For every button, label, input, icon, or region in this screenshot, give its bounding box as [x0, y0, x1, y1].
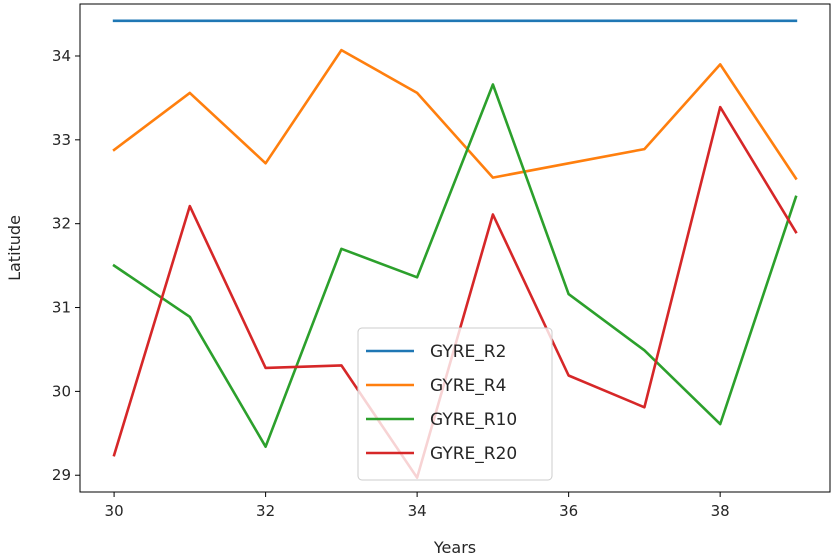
y-tick-label: 33: [52, 131, 71, 149]
x-tick-label: 32: [256, 502, 275, 520]
x-tick-label: 34: [408, 502, 427, 520]
y-tick-label: 34: [52, 47, 71, 65]
series-line-gyre-r10: [112, 83, 798, 449]
y-tick-label: 30: [52, 382, 71, 400]
plot-frame: [79, 3, 831, 493]
x-tick-label: 30: [105, 502, 124, 520]
x-tick-label: 36: [559, 502, 578, 520]
x-axis-label: Years: [433, 538, 476, 557]
y-tick-label: 32: [52, 215, 71, 233]
legend: GYRE_R2 GYRE_R4 GYRE_R10 GYRE_R20: [357, 327, 553, 481]
x-axis: 30 32 34 36 38: [105, 492, 730, 520]
legend-label-gyre-r20: GYRE_R20: [430, 444, 517, 464]
x-tick-label: 38: [711, 502, 730, 520]
series-line-gyre-r4: [112, 48, 798, 181]
legend-label-gyre-r4: GYRE_R4: [430, 376, 506, 396]
y-tick-label: 29: [52, 466, 71, 484]
legend-box: [357, 327, 553, 481]
y-axis: 29 30 31 32 33 34: [52, 47, 80, 484]
legend-label-gyre-r2: GYRE_R2: [430, 342, 506, 362]
y-tick-label: 31: [52, 299, 71, 317]
y-axis-label: Latitude: [5, 215, 24, 281]
legend-label-gyre-r10: GYRE_R10: [430, 410, 517, 430]
